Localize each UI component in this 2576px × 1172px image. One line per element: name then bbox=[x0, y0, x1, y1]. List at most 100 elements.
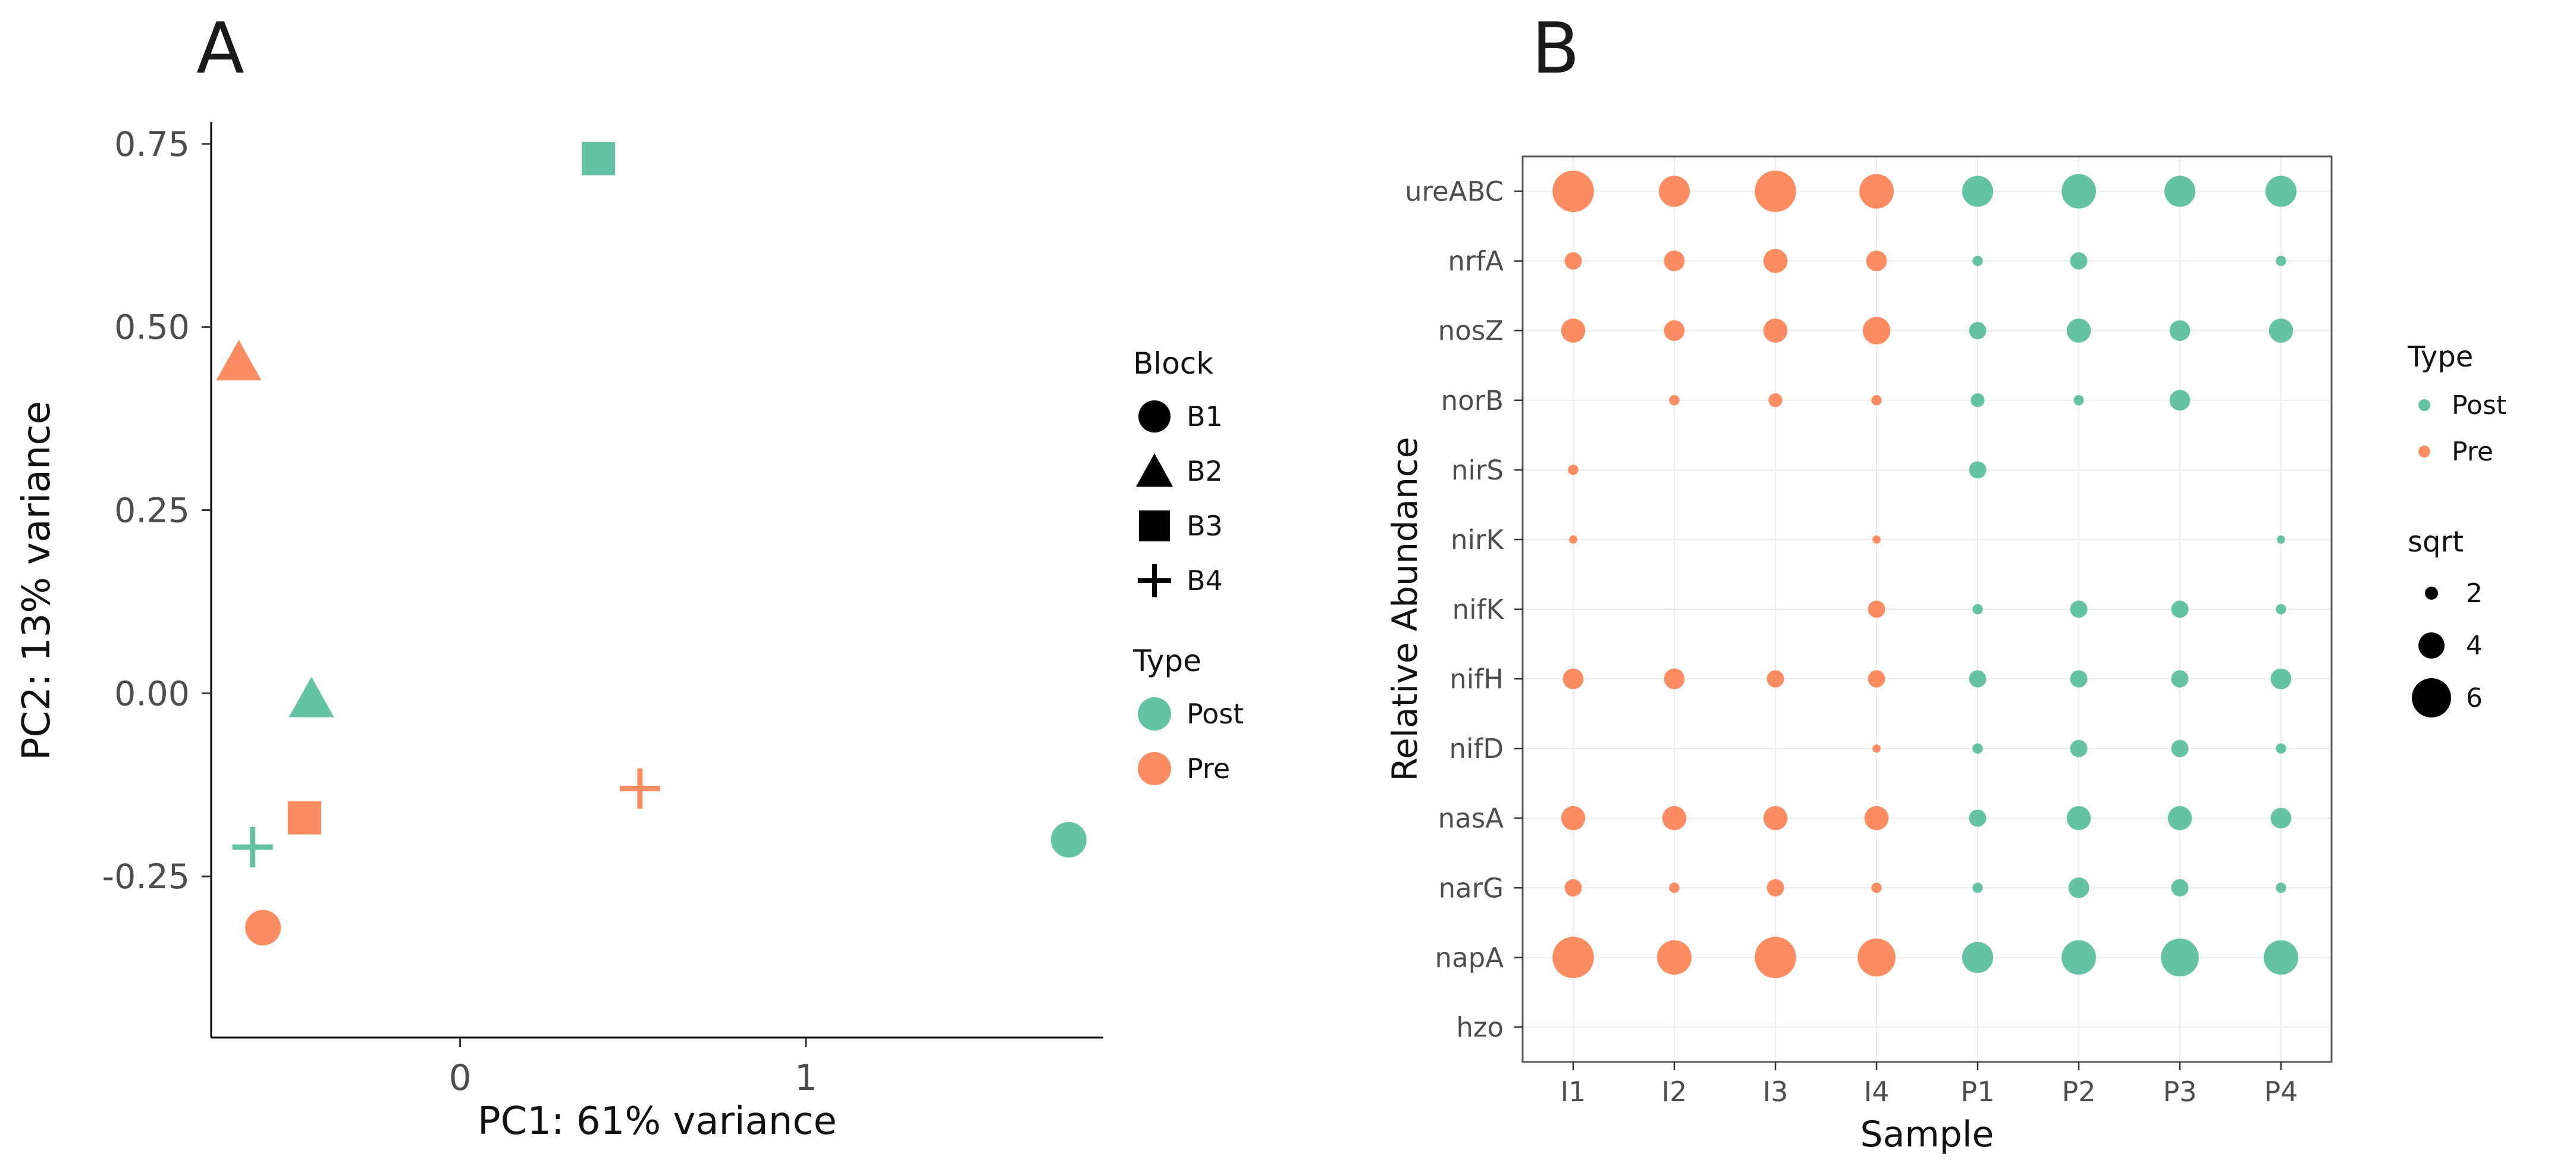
abundance-bubble bbox=[2068, 877, 2089, 898]
legend-item-sqrt-4: 4 bbox=[2408, 619, 2506, 672]
abundance-bubble bbox=[1969, 670, 1987, 688]
legend-item-post: Post bbox=[2408, 382, 2506, 428]
abundance-bubble bbox=[1868, 670, 1885, 688]
post-dot-icon bbox=[2418, 399, 2430, 411]
sqrt-legend-title: sqrt bbox=[2408, 525, 2464, 559]
b3-square-icon bbox=[1139, 510, 1170, 541]
panel-b-x-axis-title: Sample bbox=[1860, 1114, 1994, 1155]
abundance-bubble bbox=[1564, 252, 1582, 270]
legend-item-label: B4 bbox=[1187, 565, 1223, 597]
abundance-bubble bbox=[1962, 176, 1994, 207]
data-point-square bbox=[582, 142, 616, 176]
data-point-circle bbox=[245, 910, 281, 946]
abundance-bubble bbox=[2171, 670, 2189, 688]
abundance-bubble bbox=[2070, 252, 2088, 270]
abundance-bubble bbox=[2062, 174, 2096, 209]
sqrt-legend: sqrt 2 4 6 bbox=[2408, 525, 2506, 724]
sqrt-legend-dot bbox=[2412, 678, 2451, 717]
sqrt-legend-dot bbox=[2418, 632, 2445, 659]
block-legend: Block B1 B2 B3 bbox=[1133, 346, 1244, 608]
bubble-plot: ureABC nrfA nosZ norB nirS nirK nifK nifH nifD na… bbox=[1405, 155, 2333, 1108]
y-tick-label: 0.75 bbox=[114, 125, 190, 164]
abundance-bubble bbox=[2073, 395, 2084, 406]
legend-item-sqrt-2: 2 bbox=[2408, 567, 2506, 619]
abundance-bubble bbox=[2264, 940, 2298, 975]
abundance-bubble bbox=[1669, 882, 1680, 894]
plus-shape bbox=[1138, 564, 1171, 597]
abundance-bubble bbox=[1763, 318, 1788, 343]
abundance-bubble bbox=[1564, 879, 1582, 897]
x-tick-label: 1 bbox=[795, 1057, 817, 1099]
gene-label: nifH bbox=[1449, 663, 1504, 695]
abundance-bubble bbox=[1969, 809, 1987, 827]
triangle-shape bbox=[1136, 453, 1173, 487]
abundance-bubble bbox=[1662, 806, 1687, 831]
abundance-bubble bbox=[1561, 318, 1586, 343]
circle-shape bbox=[1138, 400, 1171, 433]
abundance-bubble bbox=[1669, 395, 1680, 406]
abundance-bubble bbox=[2070, 739, 2088, 757]
legend-item-sqrt-6: 6 bbox=[2408, 672, 2506, 724]
abundance-bubble bbox=[1664, 320, 1685, 341]
sqrt-4-dot-icon bbox=[2418, 632, 2445, 659]
legend-item-b1: B1 bbox=[1133, 389, 1244, 444]
abundance-bubble bbox=[2161, 938, 2199, 977]
legend-item-pre: Pre bbox=[1133, 741, 1244, 796]
legend-item-pre: Pre bbox=[2408, 428, 2506, 475]
abundance-bubble bbox=[2070, 600, 2088, 618]
abundance-bubble bbox=[1664, 250, 1685, 272]
abundance-bubble bbox=[1859, 174, 1894, 209]
post-dot-shape bbox=[1138, 697, 1171, 731]
sample-label: I4 bbox=[1864, 1076, 1890, 1108]
abundance-bubble bbox=[1872, 535, 1881, 544]
abundance-bubble bbox=[2070, 670, 2088, 688]
abundance-bubble bbox=[1969, 461, 1987, 479]
legend-item-b3: B3 bbox=[1133, 499, 1244, 553]
sample-label: I1 bbox=[1561, 1076, 1586, 1108]
gene-label: nirS bbox=[1451, 455, 1504, 486]
gene-label: ureABC bbox=[1405, 176, 1504, 208]
legend-item-label: Post bbox=[2452, 390, 2507, 421]
abundance-bubble bbox=[1971, 393, 1985, 408]
legend-item-label: Pre bbox=[1187, 753, 1231, 785]
legend-item-b4: B4 bbox=[1133, 553, 1244, 608]
legend-item-label: B2 bbox=[1187, 455, 1223, 487]
abundance-bubble bbox=[2276, 743, 2286, 754]
abundance-bubble bbox=[2062, 940, 2096, 975]
pca-plot: 0.75 0.50 0.25 0.00 -0.25 0 1 bbox=[102, 122, 1103, 1099]
abundance-bubble bbox=[1657, 940, 1692, 975]
abundance-bubble bbox=[2276, 255, 2286, 267]
data-point-plus bbox=[232, 826, 273, 867]
abundance-bubble bbox=[1763, 806, 1788, 831]
abundance-bubble bbox=[2066, 318, 2091, 343]
abundance-bubble bbox=[2265, 176, 2297, 207]
pre-dot-icon bbox=[2418, 446, 2430, 457]
abundance-bubble bbox=[2066, 806, 2091, 831]
sample-label: P2 bbox=[2062, 1076, 2095, 1108]
pre-dot-icon bbox=[1138, 752, 1171, 785]
abundance-bubble bbox=[1561, 806, 1586, 831]
abundance-bubble bbox=[1972, 255, 1983, 267]
legend-item-label: B3 bbox=[1187, 510, 1223, 542]
abundance-bubble bbox=[1755, 936, 1796, 979]
abundance-bubble bbox=[1969, 322, 1987, 340]
post-dot-icon bbox=[1138, 697, 1171, 731]
gene-label: nifK bbox=[1452, 594, 1505, 625]
abundance-bubble bbox=[1568, 465, 1579, 475]
data-point-plus bbox=[619, 768, 660, 809]
y-tick-label: 0.00 bbox=[114, 674, 190, 713]
sample-label: I3 bbox=[1763, 1076, 1789, 1108]
sqrt-2-dot-icon bbox=[2425, 587, 2438, 600]
b2-triangle-icon bbox=[1136, 453, 1173, 487]
abundance-bubble bbox=[1962, 942, 1994, 973]
abundance-bubble bbox=[1871, 882, 1882, 894]
panel-b-label: B bbox=[1532, 7, 1580, 89]
type-legend-b: Type Post Pre bbox=[2408, 340, 2506, 475]
abundance-bubble bbox=[2164, 176, 2196, 207]
sample-label: P4 bbox=[2264, 1076, 2298, 1108]
legend-item-label: B1 bbox=[1187, 400, 1223, 433]
y-tick-label: 0.25 bbox=[114, 491, 190, 531]
abundance-bubble bbox=[1871, 395, 1882, 406]
abundance-bubble bbox=[1763, 249, 1788, 273]
pre-dot-shape bbox=[2418, 446, 2430, 457]
